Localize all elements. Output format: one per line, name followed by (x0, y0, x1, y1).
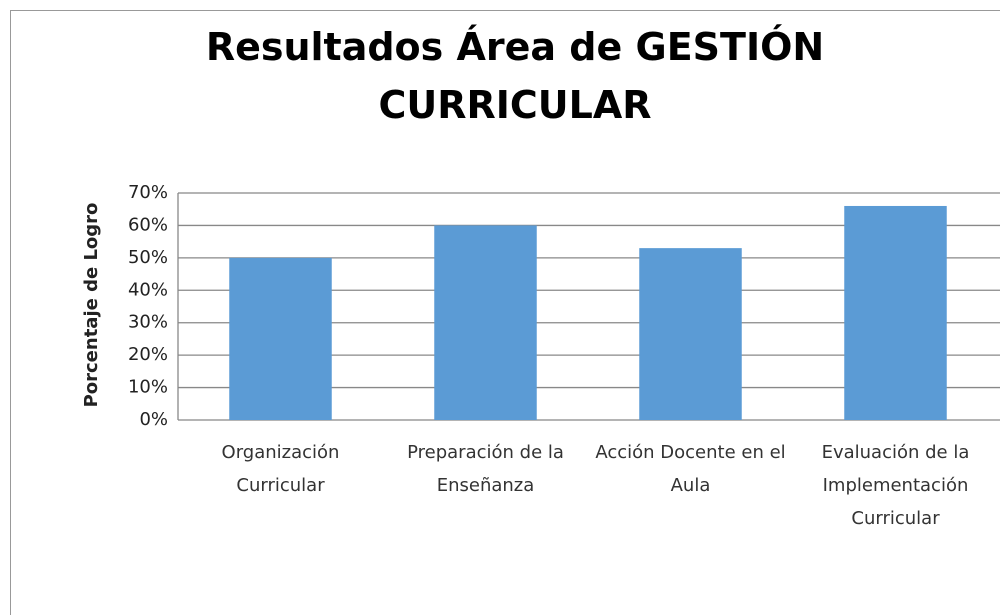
y-tick-label: 0% (139, 409, 168, 430)
y-tick-label: 60% (128, 214, 168, 235)
bar (844, 205, 947, 420)
x-tick-label: Preparación de la Enseñanza (407, 442, 564, 496)
y-tick-label: 70% (128, 182, 168, 203)
y-tick-label: 40% (128, 279, 168, 300)
y-tick-label: 10% (128, 377, 168, 398)
chart-title: Resultados Área de GESTIÓN CURRICULAR (205, 25, 825, 127)
x-tick-label: Organización Curricular (221, 442, 340, 496)
bar (229, 257, 332, 420)
y-tick-label: 20% (128, 344, 168, 365)
x-tick-label: Evaluación de la Implementación Curricul… (821, 442, 970, 529)
y-axis-label: Porcentaje de Logro (81, 203, 102, 408)
bar (639, 248, 742, 420)
x-tick-label: Acción Docente en el Aula (595, 442, 786, 496)
bar (434, 225, 537, 420)
chart-border (10, 10, 1000, 615)
y-tick-label: 30% (128, 312, 168, 333)
y-tick-label: 50% (128, 247, 168, 268)
